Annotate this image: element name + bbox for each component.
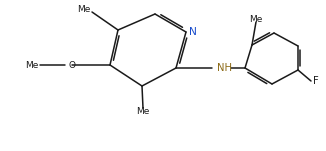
Text: Me: Me	[77, 5, 90, 14]
Text: N: N	[189, 27, 197, 37]
Text: Me: Me	[26, 61, 39, 69]
Text: O: O	[68, 61, 76, 69]
Text: NH: NH	[217, 63, 232, 73]
Text: F: F	[313, 76, 319, 86]
Text: Me: Me	[249, 14, 263, 24]
Text: Me: Me	[136, 106, 150, 116]
